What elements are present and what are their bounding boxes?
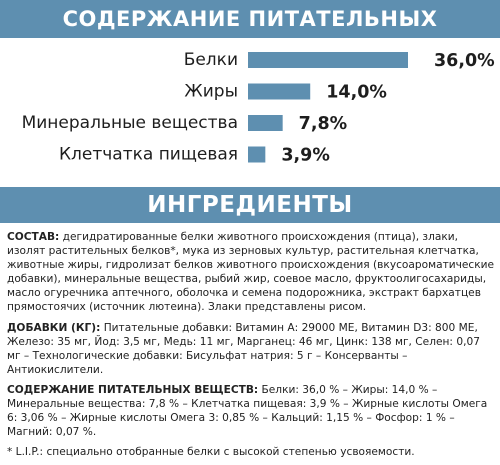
bar-value-label: 36,0% [434,51,495,71]
bar-label: Белки [184,50,238,70]
additives-paragraph: ДОБАВКИ (КГ): Питательные добавки: Витам… [7,321,495,377]
composition-text: дегидратированные белки животного происх… [7,231,495,314]
ingredients-header: ИНГРЕДИЕНТЫ [0,187,500,223]
additives-label: ДОБАВКИ (КГ): [7,321,101,334]
composition-paragraph: СОСТАВ: дегидратированные белки животног… [7,230,495,315]
nutrients-text: Белки: 36,0 % – Жиры: 14,0 % – Минеральн… [7,383,488,439]
bar-label: Минеральные вещества [22,113,238,133]
bar-value-label: 3,9% [281,146,330,166]
bar [248,146,266,163]
additives-text: Питательные добавки: Витамин А: 29000 МЕ… [7,321,480,376]
bar [248,83,311,100]
bar-value-label: 7,8% [299,114,348,134]
nutrient-bar-chart: Белки 36,0% Жиры 14,0% Минеральные вещества 7… [22,50,495,166]
bar-label: Клетчатка пищевая [59,145,238,165]
composition-label: СОСТАВ: [7,231,60,243]
bar-value-label: 14,0% [326,83,387,103]
bar [248,115,283,131]
ingredients-text-block: СОСТАВ: дегидратированные белки животног… [7,230,495,465]
bar-label: Жиры [184,82,238,102]
nutrients-header: СОДЕРЖАНИЕ ПИТАТЕЛЬНЫХ ВЕЩЕСТВ [0,0,500,69]
footnote: * L.I.P.: специально отобранные белки с … [7,446,415,459]
bar [248,52,408,68]
nutrients-paragraph: СОДЕРЖАНИЕ ПИТАТЕЛЬНЫХ ВЕЩЕСТВ: Белки: 3… [7,383,495,439]
nutrients-label: СОДЕРЖАНИЕ ПИТАТЕЛЬНЫХ ВЕЩЕСТВ: [7,383,259,396]
